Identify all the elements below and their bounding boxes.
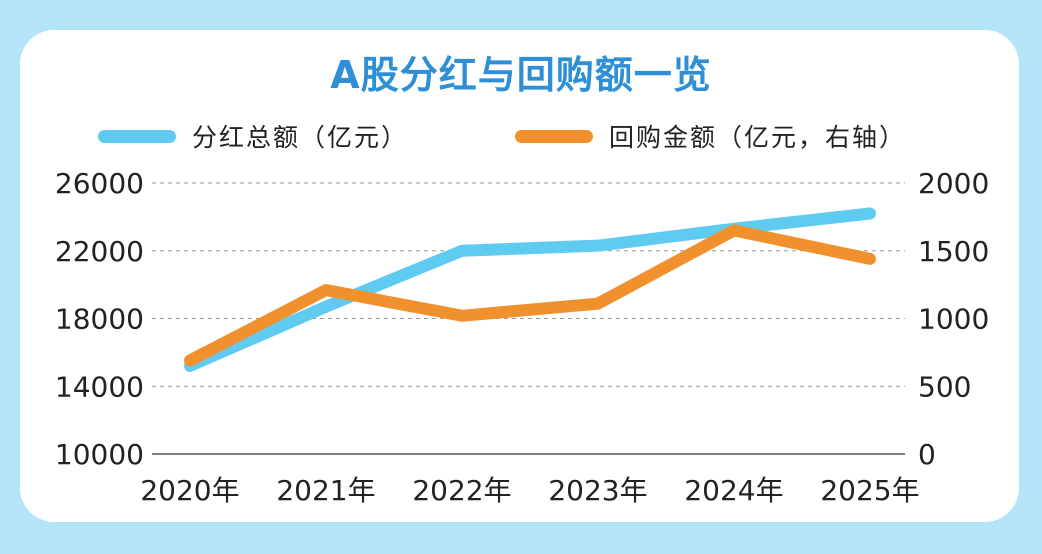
x-axis: 2020年 2021年 2022年 2023年 2024年 2025年 bbox=[140, 474, 919, 507]
x-tick-label: 2021年 bbox=[276, 474, 375, 507]
x-tick-label: 2022年 bbox=[412, 474, 511, 507]
x-tick-label: 2020年 bbox=[140, 474, 239, 507]
series-line-buyback-point bbox=[869, 258, 871, 260]
y-left-tick-label: 26000 bbox=[55, 167, 144, 200]
legend-label-buyback: 回购金额（亿元，右轴） bbox=[609, 123, 907, 152]
series-line-buyback-point bbox=[733, 229, 735, 231]
x-tick-label: 2025年 bbox=[820, 474, 919, 507]
series-line-buyback-point bbox=[461, 315, 463, 317]
x-tick-label: 2024年 bbox=[684, 474, 783, 507]
x-tick-label: 2023年 bbox=[548, 474, 647, 507]
y-axis-left: 26000 22000 18000 14000 10000 bbox=[55, 167, 144, 471]
legend-item-buyback: 回购金额（亿元，右轴） bbox=[515, 118, 906, 154]
series-line-dividend-point bbox=[325, 306, 327, 308]
y-left-tick-label: 18000 bbox=[55, 303, 144, 336]
legend-swatch-buyback bbox=[515, 129, 593, 143]
legend-label-dividend: 分红总额（亿元） bbox=[192, 123, 409, 152]
y-left-tick-label: 14000 bbox=[55, 370, 144, 403]
series-line-dividend-point bbox=[461, 250, 463, 252]
series-line-buyback bbox=[184, 224, 876, 367]
legend-item-dividend: 分红总额（亿元） bbox=[98, 118, 408, 154]
y-right-tick-label: 2000 bbox=[918, 167, 989, 200]
y-right-tick-label: 0 bbox=[918, 438, 936, 471]
series-line-buyback-point bbox=[189, 360, 191, 362]
series-line-buyback-point bbox=[597, 303, 599, 305]
series-line-dividend-point bbox=[597, 245, 599, 247]
chart-title: A股分红与回购额一览 bbox=[330, 53, 712, 97]
y-right-tick-label: 1000 bbox=[918, 303, 989, 336]
series-lines bbox=[184, 207, 876, 372]
y-right-tick-label: 500 bbox=[918, 370, 971, 403]
series-line-dividend-point bbox=[869, 212, 871, 214]
chart-card bbox=[20, 30, 1019, 522]
y-right-tick-label: 1500 bbox=[918, 235, 989, 268]
y-left-tick-label: 10000 bbox=[55, 438, 144, 471]
series-line-buyback-point bbox=[325, 289, 327, 291]
y-axis-right: 2000 1500 1000 500 0 bbox=[918, 167, 989, 471]
y-left-tick-label: 22000 bbox=[55, 235, 144, 268]
legend-swatch-dividend bbox=[98, 129, 176, 143]
series-line-dividend bbox=[184, 207, 876, 372]
